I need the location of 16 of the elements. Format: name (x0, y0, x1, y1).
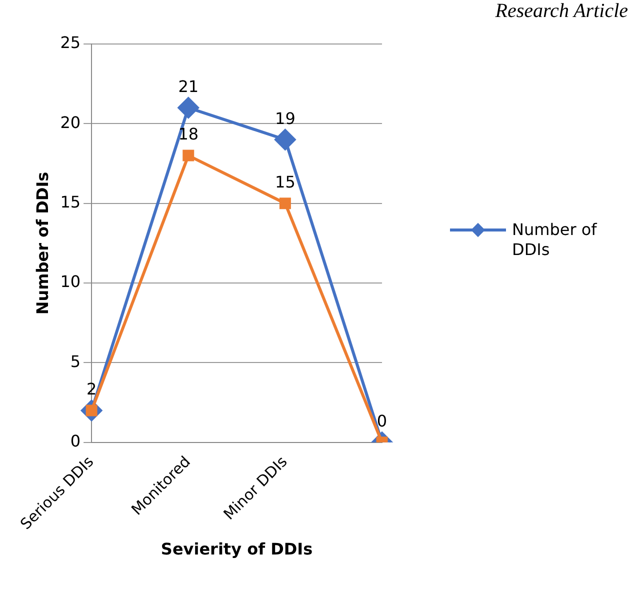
data-label: 19 (275, 108, 296, 128)
y-tick-label: 5 (70, 352, 81, 371)
legend-label: Number of DDIs (512, 220, 598, 260)
data-label: 21 (178, 76, 199, 96)
text: Research Article (495, 0, 628, 23)
y-tick-label: 15 (60, 192, 81, 212)
y-tick-label: 0 (70, 432, 81, 451)
y-tick-label: 25 (60, 33, 81, 52)
data-label: 2 (86, 380, 97, 399)
y-axis-title: Number of DDIs (32, 172, 52, 315)
data-label: 15 (275, 172, 296, 192)
y-tick-label: 10 (60, 272, 81, 292)
data-label: 18 (178, 124, 199, 144)
y-tick-label: 20 (60, 112, 81, 132)
data-label: 0 (376, 412, 388, 431)
x-axis-title: Sevierity of DDIs (160, 540, 313, 559)
